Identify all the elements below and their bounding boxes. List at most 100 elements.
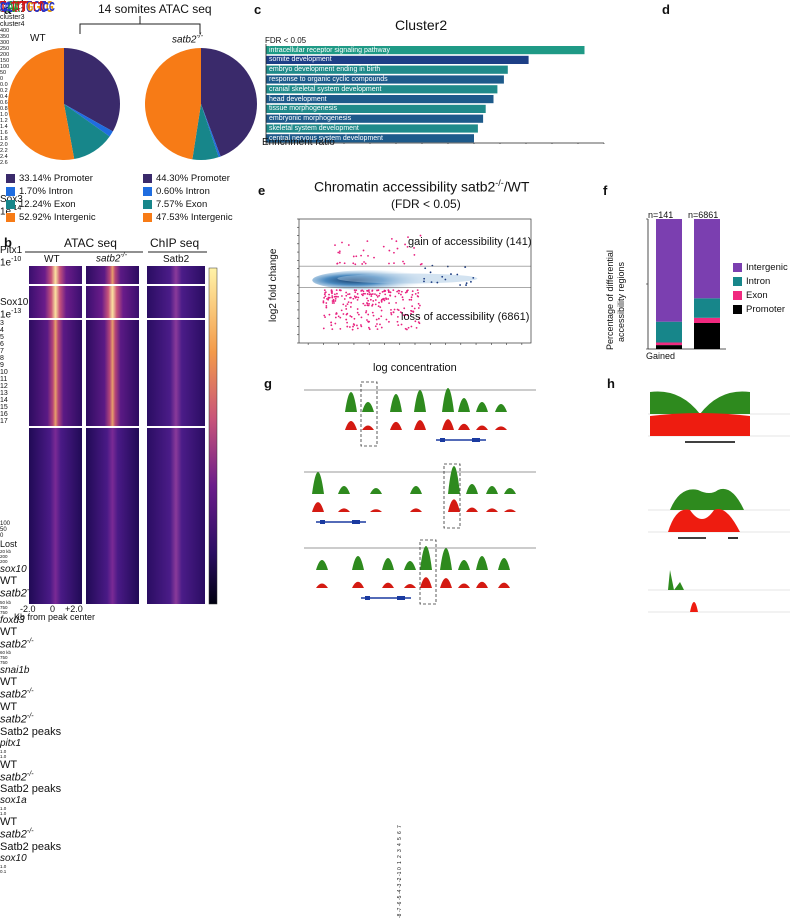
stack-segment-promoter xyxy=(694,323,720,349)
ma-point-gained xyxy=(413,254,416,256)
motif-letter: T xyxy=(39,0,46,16)
ma-point-lost xyxy=(415,326,418,329)
ma-point-gained xyxy=(360,254,362,257)
ma-point-lost xyxy=(374,293,376,296)
ma-xtick: 15 xyxy=(0,403,8,411)
ma-point-gained xyxy=(403,262,406,265)
motif-letter: T xyxy=(16,0,22,14)
track-satb2-name: satb2 xyxy=(0,587,27,600)
motif-pvalue: 1e-10 xyxy=(0,256,800,268)
ma-point-lost xyxy=(346,325,349,328)
ma-point-lost xyxy=(362,302,365,305)
ma-point-lost xyxy=(375,318,378,321)
ma-title: Chromatin accessibility satb2-/-/WT xyxy=(314,178,530,195)
ma-xtick: 7 xyxy=(0,347,4,355)
stack-legend-label: Exon xyxy=(746,290,768,301)
ma-point-lost xyxy=(325,302,328,304)
ma-point-lost xyxy=(353,317,356,320)
track-wt-signal xyxy=(304,546,536,570)
ma-point-lost xyxy=(411,293,414,296)
ma-point-lost xyxy=(374,299,377,301)
ma-point-lost xyxy=(342,303,345,306)
motif-letter: C xyxy=(6,0,14,16)
ma-point-lost xyxy=(388,320,390,323)
ma-point-gained xyxy=(339,261,341,264)
ma-point-lost xyxy=(367,299,370,302)
stack-segment-exon xyxy=(694,317,720,323)
heatmap-header-lines xyxy=(25,251,207,253)
ma-point-lost xyxy=(356,298,359,301)
go-bar xyxy=(266,85,498,94)
pie-satb2-slice-intron xyxy=(201,104,221,158)
ma-point-ns xyxy=(429,271,432,274)
ma-point-lost xyxy=(378,301,380,304)
track-satb2-sup: -/- xyxy=(26,637,34,645)
ma-point-gained xyxy=(361,263,364,265)
track-mut-max: 750 xyxy=(0,609,8,615)
pie-satb2-legend-item: 0.60% Intron xyxy=(143,186,210,197)
ma-point-lost xyxy=(416,289,419,291)
pie-wt-slice-promoter xyxy=(64,48,121,132)
ma-point-gained xyxy=(347,244,350,246)
track-gene-label: foxd3 xyxy=(0,614,25,626)
pie-wt-slice-intergenic xyxy=(8,48,75,160)
heatmap-col-mut: satb2-/- xyxy=(96,252,128,265)
ma-point-lost xyxy=(372,314,375,317)
ma-point-lost xyxy=(331,295,334,297)
motif-letter: C xyxy=(33,0,41,16)
ma-point-lost xyxy=(330,324,333,327)
stack-legend-label: Promoter xyxy=(746,304,786,315)
zoom-satb2-signal xyxy=(668,508,740,532)
stack-legend-swatch xyxy=(733,277,742,286)
ma-point-gained xyxy=(419,263,422,266)
ma-point-lost xyxy=(324,295,327,298)
ma-point-lost xyxy=(328,313,331,316)
ma-point-lost xyxy=(410,296,413,299)
motif-letter: C xyxy=(43,0,50,14)
ma-point-lost xyxy=(351,328,354,331)
ma-point-lost xyxy=(360,316,363,319)
motif-letter: T xyxy=(37,0,43,14)
zoom-satb2-name: satb2 xyxy=(0,771,27,784)
ma-point-gained xyxy=(407,236,409,239)
motif-letter: C xyxy=(39,0,47,16)
motif-letter: C xyxy=(26,0,34,16)
heatmap xyxy=(29,266,218,605)
pie-wt-legend-label: 12.24% Exon xyxy=(19,199,76,210)
panel-letter-b: b xyxy=(4,235,12,250)
stack-segment-intergenic xyxy=(694,219,720,299)
ma-point-lost xyxy=(380,326,383,329)
ma-point-gained xyxy=(338,252,341,254)
go-xtick: 1.2 xyxy=(0,118,8,124)
ma-point-gained xyxy=(338,250,341,253)
pie-satb2-legend-item: 47.53% Intergenic xyxy=(143,212,233,223)
ma-point-lost xyxy=(346,303,349,306)
zoom-wt-signal xyxy=(668,570,684,590)
ma-point-lost xyxy=(368,293,371,296)
ma-point-lost xyxy=(322,327,325,330)
zoom-satb2-name: satb2 xyxy=(0,828,27,841)
go-bar xyxy=(266,65,508,74)
motif-letter: T xyxy=(32,0,38,14)
ma-point-lost xyxy=(362,290,365,293)
ma-point-lost xyxy=(375,294,378,297)
track-highlight-box xyxy=(443,463,461,529)
track-satb2-signal xyxy=(304,577,536,588)
ma-point-lost xyxy=(397,292,400,295)
track-highlight-box xyxy=(419,539,437,605)
ma-point-lost xyxy=(366,289,369,292)
ma-point-lost xyxy=(349,306,352,308)
ma-point-lost xyxy=(323,293,326,296)
pie-satb2-legend-item: 7.57% Exon xyxy=(143,199,207,210)
ma-point-lost xyxy=(345,305,347,307)
ma-point-lost xyxy=(392,289,395,292)
motif-name: Pitx1 xyxy=(0,245,23,257)
heatmap-xtick-left: -2.0 xyxy=(20,604,36,614)
ma-xtick: 9 xyxy=(0,361,4,369)
ma-point-lost xyxy=(396,315,399,318)
ma-point-lost xyxy=(322,301,325,304)
pie-satb2-legend-swatch xyxy=(143,213,152,222)
ma-point-gained xyxy=(367,254,369,257)
ma-point-lost xyxy=(366,302,368,304)
